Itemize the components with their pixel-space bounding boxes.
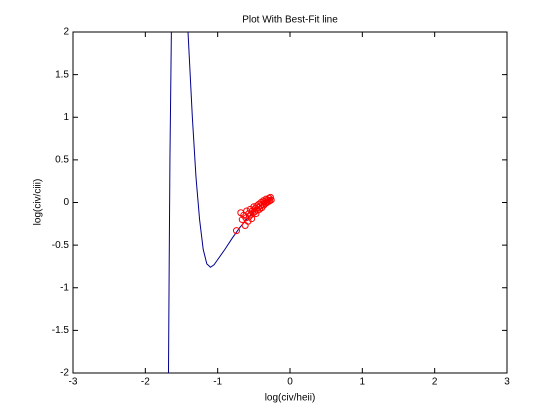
y-tick-label: -0.5 bbox=[52, 240, 70, 251]
y-axis-label: log(civ/ciii) bbox=[33, 179, 44, 226]
y-tick-label: 0.5 bbox=[55, 155, 69, 166]
y-tick-label: 1.5 bbox=[55, 69, 69, 80]
x-tick-label: -3 bbox=[69, 377, 78, 388]
y-tick-label: -1 bbox=[60, 282, 69, 293]
y-tick-label: 1 bbox=[63, 112, 69, 123]
scatter-point bbox=[256, 205, 264, 213]
x-axis-label: log(civ/heii) bbox=[265, 393, 316, 404]
scatter-point bbox=[267, 196, 275, 204]
y-tick-label: -1.5 bbox=[52, 325, 70, 336]
x-tick-label: 1 bbox=[360, 377, 366, 388]
scatter-point bbox=[266, 197, 274, 205]
fit-line bbox=[167, 32, 172, 373]
plot-area bbox=[72, 31, 508, 374]
x-tick-label: -1 bbox=[213, 377, 222, 388]
y-tick-label: 0 bbox=[63, 197, 69, 208]
x-tick-label: 0 bbox=[287, 377, 293, 388]
x-tick-label: 3 bbox=[504, 377, 510, 388]
scatter-point bbox=[254, 204, 262, 212]
y-tick-label: 2 bbox=[63, 27, 69, 38]
chart-title: Plot With Best-Fit line bbox=[242, 15, 338, 26]
scatter-point bbox=[252, 210, 260, 218]
scatter-point bbox=[232, 227, 240, 235]
y-tick-label: -2 bbox=[60, 368, 69, 379]
x-tick-label: -2 bbox=[141, 377, 150, 388]
plot-content bbox=[167, 32, 275, 373]
x-tick-label: 2 bbox=[432, 377, 438, 388]
